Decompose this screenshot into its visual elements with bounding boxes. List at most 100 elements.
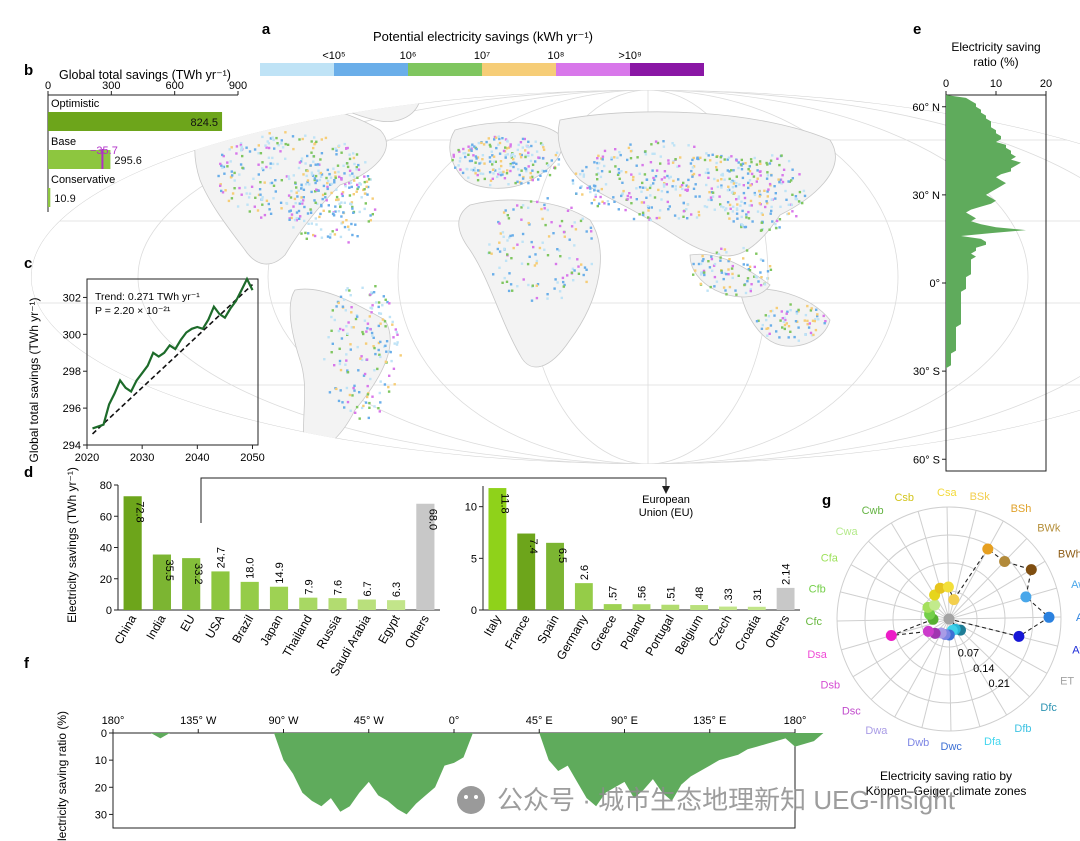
map-pixel xyxy=(371,213,374,216)
map-pixel xyxy=(482,143,486,146)
map-pixel xyxy=(488,251,491,254)
map-pixel xyxy=(572,279,575,282)
map-pixel xyxy=(227,199,231,203)
map-pixel xyxy=(804,313,808,317)
map-pixel xyxy=(355,153,359,156)
panel-d-ytick-label: 10 xyxy=(465,502,477,514)
map-pixel xyxy=(702,258,705,261)
panel-b-ticks: 0 300 600 900 xyxy=(45,80,247,95)
panel-d-value: 33.2 xyxy=(192,563,204,584)
map-pixel xyxy=(610,156,613,159)
panel-d-bar xyxy=(416,503,435,610)
map-pixel xyxy=(603,149,607,153)
map-pixel xyxy=(299,215,302,218)
map-pixel xyxy=(653,196,657,199)
map-pixel xyxy=(509,154,513,158)
map-pixel xyxy=(292,174,295,177)
map-pixel xyxy=(719,259,722,262)
map-pixel xyxy=(384,344,387,347)
map-pixel xyxy=(356,183,359,187)
map-pixel xyxy=(722,286,726,289)
map-pixel xyxy=(261,198,264,201)
map-pixel xyxy=(268,132,271,135)
map-pixel xyxy=(337,210,341,213)
panel-d-bar xyxy=(661,604,680,610)
map-pixel xyxy=(735,207,739,210)
map-pixel xyxy=(822,314,825,318)
map-pixel xyxy=(638,172,641,175)
map-pixel xyxy=(766,334,769,337)
map-pixel xyxy=(354,411,357,414)
map-pixel xyxy=(257,193,261,197)
map-pixel xyxy=(491,163,494,166)
panel-g-zone-label: Af xyxy=(1072,645,1080,657)
map-pixel xyxy=(594,193,597,196)
map-pixel xyxy=(810,334,814,337)
map-pixel xyxy=(568,257,571,260)
map-pixel xyxy=(343,225,347,229)
map-pixel xyxy=(257,144,260,147)
map-pixel xyxy=(542,170,546,173)
map-pixel xyxy=(320,173,324,176)
map-pixel xyxy=(727,259,730,263)
map-pixel xyxy=(746,277,750,280)
map-pixel xyxy=(498,137,501,141)
map-pixel xyxy=(284,157,287,160)
map-pixel xyxy=(264,144,267,147)
map-pixel xyxy=(499,160,503,163)
map-pixel xyxy=(361,330,364,334)
map-pixel xyxy=(708,191,711,194)
panel-c-series-line xyxy=(92,276,254,430)
map-pixel xyxy=(230,170,233,173)
map-pixel xyxy=(740,215,743,219)
map-pixel xyxy=(620,194,623,198)
map-pixel xyxy=(732,220,735,223)
map-pixel xyxy=(719,160,722,164)
map-pixel xyxy=(546,197,549,200)
panel-b-value-2: 10.9 xyxy=(54,193,75,205)
map-pixel xyxy=(673,214,677,217)
map-pixel xyxy=(769,159,773,162)
map-pixel xyxy=(350,222,353,226)
panel-d-bar xyxy=(690,605,709,610)
map-pixel xyxy=(230,197,234,200)
map-pixel xyxy=(352,326,355,329)
panel-g-dot xyxy=(948,594,960,606)
map-pixel xyxy=(787,180,790,183)
map-pixel xyxy=(749,288,752,291)
map-pixel xyxy=(755,163,759,166)
map-pixel xyxy=(758,160,762,163)
map-pixel xyxy=(546,293,549,296)
map-pixel xyxy=(296,195,299,198)
map-pixel xyxy=(749,289,752,293)
map-pixel xyxy=(228,148,231,151)
map-pixel xyxy=(643,173,647,176)
panel-g-zone-label: Dsb xyxy=(821,679,841,691)
map-pixel xyxy=(659,155,662,158)
map-pixel xyxy=(231,192,235,195)
map-pixel xyxy=(547,164,550,167)
map-pixel xyxy=(260,216,263,219)
map-pixel xyxy=(606,200,610,203)
map-pixel xyxy=(363,180,366,184)
map-pixel xyxy=(545,162,549,165)
map-pixel xyxy=(527,283,530,287)
map-pixel xyxy=(346,165,350,169)
map-pixel xyxy=(461,171,465,175)
map-pixel xyxy=(702,269,706,273)
map-pixel xyxy=(816,314,819,318)
panel-b-tick-label-3: 900 xyxy=(229,80,247,92)
map-pixel xyxy=(322,184,326,188)
map-pixel xyxy=(304,134,307,137)
map-pixel xyxy=(344,309,347,312)
panel-d-eu-connector xyxy=(200,477,667,523)
map-pixel xyxy=(738,183,741,186)
map-pixel xyxy=(285,175,289,178)
map-pixel xyxy=(778,218,782,221)
map-pixel xyxy=(222,165,226,169)
map-pixel xyxy=(325,199,328,202)
map-pixel xyxy=(692,273,695,276)
map-pixel xyxy=(739,163,743,166)
map-pixel xyxy=(276,142,279,145)
